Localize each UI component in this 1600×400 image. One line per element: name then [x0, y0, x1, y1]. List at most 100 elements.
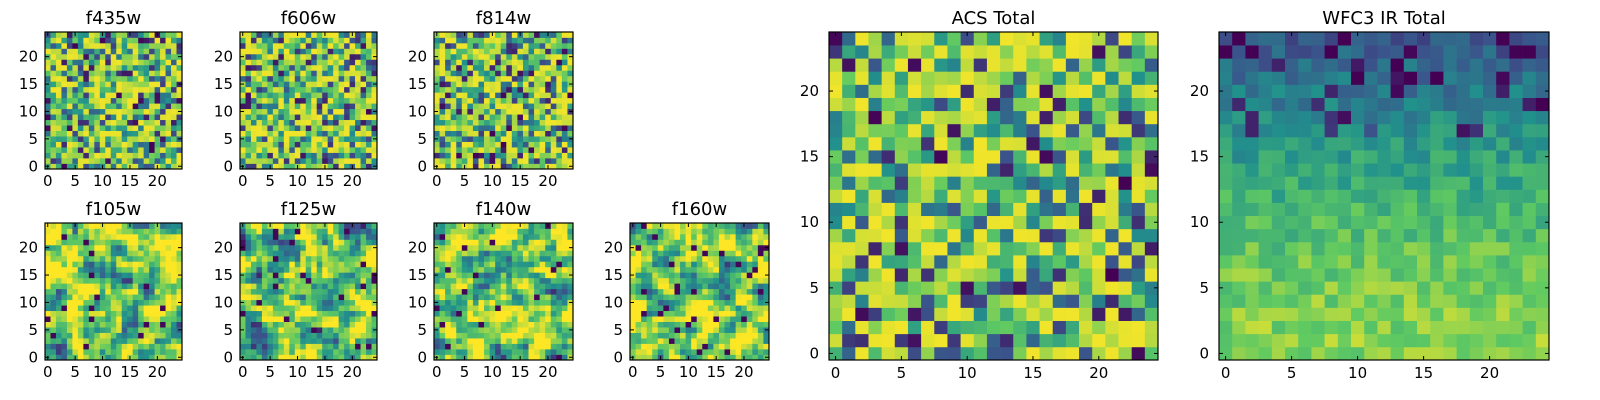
heatmap-cell — [1052, 346, 1067, 361]
heatmap-cell — [445, 81, 452, 88]
heatmap-cell — [855, 281, 869, 295]
heatmap-cell — [349, 283, 356, 290]
heatmap-cell — [305, 283, 312, 290]
heatmap-cell — [105, 299, 112, 306]
heatmap-cell — [316, 42, 323, 49]
heatmap-cell — [456, 305, 463, 312]
heatmap-cell — [868, 255, 882, 269]
heatmap-cell — [72, 266, 79, 273]
heatmap-cell — [478, 233, 485, 240]
heatmap-cell — [461, 239, 468, 246]
heatmap-cell — [366, 48, 372, 55]
heatmap-cell — [881, 281, 896, 295]
heatmap-cell — [327, 108, 334, 115]
heatmap-cell — [171, 294, 177, 301]
heatmap-cell — [99, 266, 106, 273]
heatmap-cell — [305, 141, 312, 148]
heatmap-cell — [344, 136, 350, 142]
heatmap-cell — [921, 228, 935, 243]
heatmap-cell — [947, 294, 961, 308]
heatmap-cell — [1052, 176, 1067, 190]
heatmap-cell — [1131, 163, 1146, 177]
heatmap-cell — [534, 332, 540, 339]
heatmap-cell — [730, 277, 736, 284]
heatmap-cell — [245, 48, 252, 55]
heatmap-cell — [240, 114, 246, 121]
heatmap-cell — [1144, 268, 1159, 282]
heatmap-cell — [149, 354, 155, 361]
heatmap-cell — [256, 152, 263, 159]
heatmap-cell — [94, 32, 101, 38]
heatmap-cell — [517, 81, 524, 88]
heatmap-cell — [160, 349, 166, 355]
heatmap-cell — [349, 42, 356, 49]
heatmap-cell — [344, 277, 350, 284]
heatmap-cell — [730, 250, 736, 257]
heatmap-cell — [450, 86, 457, 93]
heatmap-cell — [283, 108, 290, 115]
heatmap-cell — [467, 75, 474, 82]
heatmap-cell — [366, 321, 372, 328]
heatmap-cell — [316, 233, 323, 240]
heatmap-cell — [88, 321, 95, 328]
heatmap-cell — [99, 75, 106, 82]
heatmap-cell — [445, 158, 452, 164]
heatmap-cell — [478, 223, 485, 229]
heatmap-cell — [94, 321, 101, 328]
heatmap-cell — [360, 277, 367, 284]
heatmap-cell — [500, 338, 507, 344]
heatmap-cell — [484, 114, 490, 121]
heatmap-cell — [472, 119, 479, 126]
heatmap-cell — [534, 32, 540, 38]
heatmap-cell — [333, 255, 339, 262]
heatmap-cell — [663, 338, 670, 344]
heatmap-cell — [305, 354, 312, 361]
heatmap-cell — [154, 233, 161, 240]
heatmap-cell — [534, 310, 540, 317]
heatmap-cell — [116, 228, 123, 235]
heatmap-cell — [1013, 346, 1027, 361]
heatmap-cell — [250, 136, 257, 142]
heatmap-cell — [127, 70, 134, 77]
heatmap-cell — [461, 316, 468, 322]
heatmap-cell — [1026, 307, 1040, 321]
heatmap-cell — [127, 338, 134, 344]
heatmap-cell — [165, 288, 172, 295]
heatmap-cell — [322, 343, 329, 350]
heatmap-cell — [517, 114, 524, 121]
heatmap-cell — [250, 158, 257, 164]
heatmap-cell — [256, 97, 263, 104]
heatmap-cell — [256, 130, 263, 137]
heatmap-cell — [472, 53, 479, 60]
heatmap-cell — [746, 277, 753, 284]
heatmap-cell — [99, 59, 106, 66]
heatmap-cell — [746, 244, 753, 251]
heatmap-cell — [338, 244, 345, 251]
heatmap-cell — [171, 152, 177, 159]
heatmap-cell — [83, 294, 90, 301]
heatmap-cell — [561, 321, 568, 328]
heatmap-cell — [143, 299, 150, 306]
heatmap-cell — [322, 239, 329, 246]
heatmap-cell — [741, 321, 748, 328]
heatmap-cell — [127, 310, 134, 317]
heatmap-cell — [630, 310, 636, 317]
heatmap-cell — [261, 233, 268, 240]
heatmap-cell — [116, 332, 123, 339]
heatmap-cell — [294, 233, 301, 240]
heatmap-cell — [110, 86, 117, 93]
heatmap-cell — [50, 305, 57, 312]
heatmap-cell — [110, 64, 117, 71]
heatmap-cell — [534, 152, 540, 159]
heatmap-cell — [556, 228, 563, 235]
heatmap-cell — [289, 261, 296, 268]
heatmap-cell — [333, 147, 339, 153]
heatmap-cell — [349, 288, 356, 295]
heatmap-cell — [724, 233, 731, 240]
heatmap-cell — [333, 349, 339, 355]
heatmap-cell — [567, 294, 574, 301]
heatmap-cell — [1092, 202, 1106, 217]
heatmap-cell — [539, 299, 546, 306]
heatmap-cell — [657, 332, 664, 339]
heatmap-cell — [522, 250, 529, 257]
